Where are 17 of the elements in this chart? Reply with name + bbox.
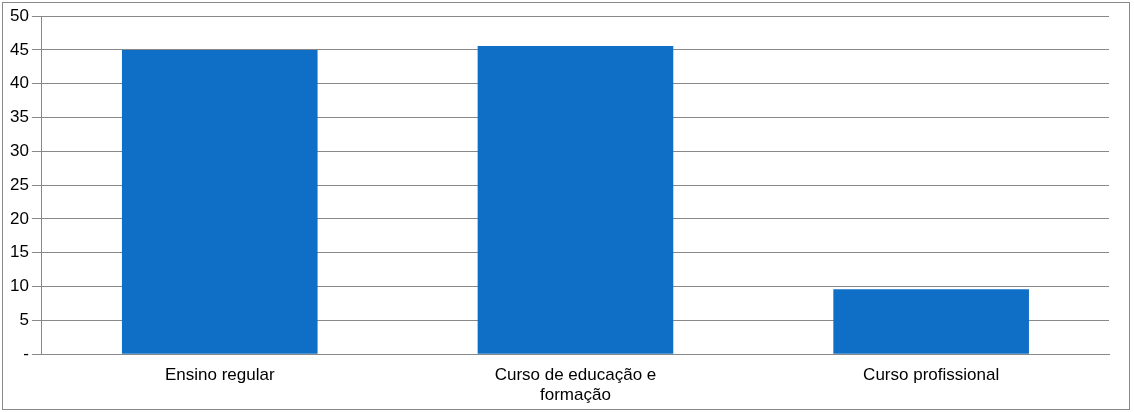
- y-tick-label: 25: [9, 174, 29, 194]
- y-tick-label: 35: [9, 107, 29, 127]
- y-tick-label: 5: [19, 310, 29, 330]
- y-tick-label: -: [23, 343, 29, 363]
- y-tick-label: 15: [9, 242, 29, 262]
- y-tick-label: 30: [9, 141, 29, 161]
- bar: [121, 50, 318, 354]
- bar: [477, 45, 674, 354]
- x-tick-label: Ensino regular: [164, 365, 275, 385]
- y-tick-label: 45: [9, 39, 29, 59]
- x-tick-label: Curso profissional: [863, 365, 1000, 385]
- y-tick-label: 20: [9, 208, 29, 228]
- x-tick-label: Curso de educação e formação: [494, 365, 657, 405]
- bar: [833, 289, 1029, 354]
- y-tick-label: 50: [9, 5, 29, 25]
- y-tick-label: 10: [9, 276, 29, 296]
- y-tick-label: 40: [9, 73, 29, 93]
